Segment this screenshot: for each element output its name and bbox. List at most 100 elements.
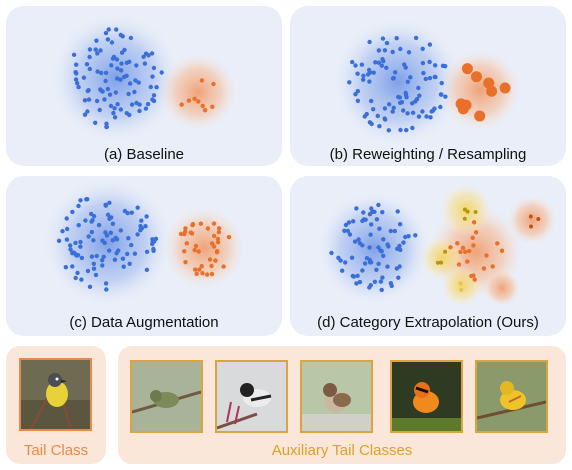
head-class-point [129, 210, 134, 215]
head-class-point [416, 114, 422, 119]
head-class-point [105, 212, 111, 217]
aux-class-point [459, 287, 464, 292]
head-class-point [115, 102, 120, 107]
head-class-point [84, 197, 89, 202]
head-class-point [82, 98, 88, 103]
head-class-point [87, 66, 93, 72]
tail-class-point [183, 226, 188, 231]
tail-class-point [190, 222, 195, 228]
aux-class-point [528, 214, 533, 219]
head-class-point [132, 251, 138, 256]
head-class-point [73, 77, 79, 82]
tail-class-point [499, 248, 505, 253]
head-class-point [96, 222, 102, 228]
tail-class-point [211, 233, 217, 239]
tail-class-point [215, 236, 221, 242]
tail-class-point [456, 262, 462, 267]
head-class-point [398, 127, 403, 133]
head-class-point [76, 223, 81, 228]
head-class-point [347, 232, 353, 237]
tail-class-point [221, 264, 226, 269]
head-class-point [396, 275, 401, 280]
head-class-point [98, 48, 103, 53]
head-class-point [373, 60, 378, 65]
tail-class-point [199, 264, 204, 269]
aux-class-cloud [484, 270, 520, 306]
head-class-points [347, 35, 448, 133]
head-class-point [395, 209, 400, 214]
aux-image-2 [215, 360, 288, 433]
head-class-point [104, 121, 109, 126]
caption-category-extrapolation: (d) Category Extrapolation (Ours) [317, 314, 539, 331]
head-class-point [71, 52, 77, 57]
head-class-point [374, 217, 380, 222]
head-class-point [391, 105, 396, 111]
head-class-point [125, 251, 130, 257]
tail-class-point [467, 248, 472, 254]
head-class-point [75, 81, 80, 86]
tail-class-point [458, 249, 463, 255]
head-class-point [397, 222, 403, 227]
head-class-point [377, 124, 382, 129]
tail-class-point [481, 266, 487, 271]
head-class-point [423, 76, 428, 82]
tail-class-point [179, 102, 184, 107]
head-class-point [443, 94, 448, 99]
head-class-point [118, 32, 124, 38]
head-class-point [127, 112, 132, 118]
tail-class-point [184, 241, 189, 246]
tail-class-point [178, 231, 184, 237]
green-warbler-image [132, 362, 201, 431]
head-class-point [60, 229, 65, 234]
head-class-point [121, 74, 127, 80]
head-class-point [354, 206, 359, 211]
head-class-point [111, 54, 117, 60]
head-class-points [56, 197, 159, 292]
head-class-point [143, 106, 149, 111]
head-class-point [118, 228, 124, 233]
head-class-point [86, 234, 91, 239]
head-class-point [379, 63, 384, 68]
head-class-point [79, 277, 84, 282]
head-class-point [355, 89, 360, 94]
head-class-point [120, 256, 126, 261]
tail-class-points [178, 221, 232, 277]
tail-class-point [205, 226, 211, 231]
head-class-point [377, 226, 382, 231]
head-class-point [404, 127, 409, 133]
head-class-point [103, 203, 109, 208]
head-class-point [361, 77, 366, 82]
tail-class-point [196, 249, 201, 254]
head-class-point [108, 230, 114, 235]
head-class-point [70, 264, 75, 269]
head-class-point [376, 48, 382, 53]
head-class-point [106, 27, 111, 32]
head-class-point [114, 57, 120, 62]
head-class-point [133, 78, 138, 83]
head-class-point [149, 51, 155, 56]
head-class-point [388, 281, 393, 286]
head-class-point [430, 108, 436, 113]
head-class-point [360, 268, 365, 273]
aux-class-point [443, 249, 448, 254]
tail-class-point [186, 98, 192, 103]
head-class-point [378, 279, 384, 284]
tail-class-point [460, 245, 466, 251]
head-class-point [137, 108, 142, 114]
auxiliary-classes-label: Auxiliary Tail Classes [271, 442, 413, 459]
head-class-point [427, 42, 433, 47]
head-class-point [150, 241, 155, 247]
head-class-point [103, 230, 108, 235]
aux-class-point [462, 207, 467, 212]
head-class-point [93, 120, 98, 126]
tail-class-point [209, 271, 215, 277]
tail-class-point [486, 85, 498, 97]
tail-class-point [471, 220, 477, 225]
tail-class-point [474, 110, 486, 122]
head-class-point [85, 88, 91, 94]
tail-class-panel: Tail Class [6, 346, 106, 464]
head-class-point [64, 237, 70, 242]
head-class-point [70, 209, 75, 215]
tail-class-points [448, 220, 505, 282]
head-class-point [386, 128, 391, 133]
